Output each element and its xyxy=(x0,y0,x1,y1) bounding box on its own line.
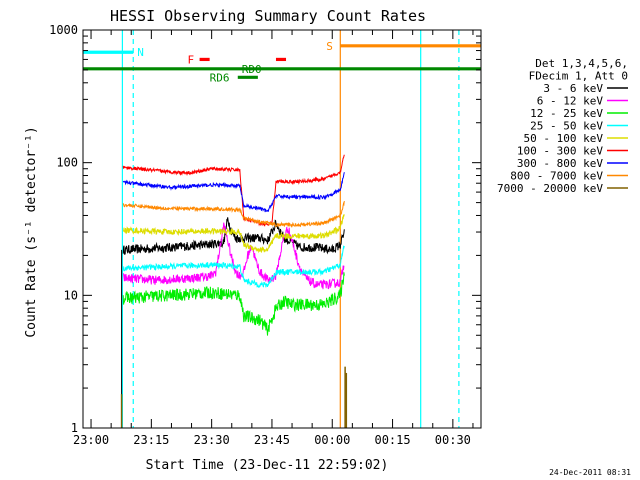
y-axis-label: Count Rate (s⁻¹ detector⁻¹) xyxy=(24,126,39,337)
series-line-6 xyxy=(122,172,345,213)
x-tick-label: 23:30 xyxy=(194,433,230,447)
series-line-3 xyxy=(122,245,345,288)
x-tick-label: 00:30 xyxy=(435,433,471,447)
legend-label: 6 - 12 keV xyxy=(537,95,604,108)
flag-label-f: F xyxy=(188,53,195,66)
legend-header-line: Det 1,3,4,5,6, xyxy=(535,57,628,70)
x-tick-label: 00:00 xyxy=(314,433,350,447)
legend-label: 800 - 7000 keV xyxy=(510,170,603,183)
x-tick-label: 23:45 xyxy=(254,433,290,447)
legend-label: 12 - 25 keV xyxy=(530,107,603,120)
flag-label-n: N xyxy=(137,46,144,59)
data-layer: N S F RD0 RD6 xyxy=(83,30,481,428)
legend-label: 100 - 300 keV xyxy=(517,145,603,158)
legend-label: 50 - 100 keV xyxy=(524,132,604,145)
axes-layer: 23:00 23:15 23:30 23:45 00:00 00:15 00:30 1 10 10… xyxy=(49,23,482,447)
legend: Det 1,3,4,5,6,FDecim 1, Att 03 - 6 keV6 … xyxy=(497,57,628,195)
y-tick-label: 1000 xyxy=(49,23,78,37)
legend-label: 3 - 6 keV xyxy=(543,82,603,95)
legend-label: 7000 - 20000 keV xyxy=(497,182,603,195)
series-line-0 xyxy=(122,217,345,255)
legend-label: 300 - 800 keV xyxy=(517,157,603,170)
flag-label-s: S xyxy=(326,40,333,53)
timestamp: 24-Dec-2011 08:31 xyxy=(549,468,631,477)
x-tick-label: 23:15 xyxy=(133,433,169,447)
y-tick-label: 10 xyxy=(64,288,78,302)
y-tick-label: 1 xyxy=(71,421,78,435)
flag-label-rd0: RD0 xyxy=(242,63,262,76)
series-line-4 xyxy=(122,214,345,254)
legend-header-line: FDecim 1, Att 0 xyxy=(529,70,628,83)
series-line-7 xyxy=(122,200,345,228)
legend-label: 25 - 50 keV xyxy=(530,120,603,133)
x-tick-label: 00:15 xyxy=(374,433,410,447)
series-line-2 xyxy=(122,272,345,336)
x-axis-label: Start Time (23-Dec-11 22:59:02) xyxy=(146,458,389,473)
flag-label-rd6: RD6 xyxy=(210,71,230,84)
chart-title: HESSI Observing Summary Count Rates xyxy=(110,7,426,25)
plot-frame xyxy=(82,29,482,429)
y-tick-label: 100 xyxy=(56,156,78,170)
series-line-5 xyxy=(122,154,345,227)
x-tick-label: 23:00 xyxy=(73,433,109,447)
